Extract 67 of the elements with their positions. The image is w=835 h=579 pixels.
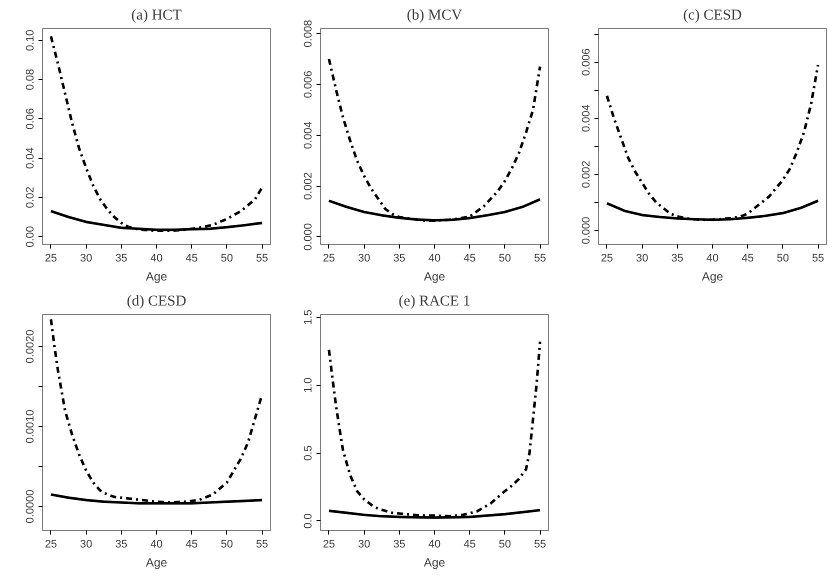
x-tick-label: 40	[428, 538, 441, 550]
y-tick-label: 0.006	[580, 48, 592, 76]
x-tick-label: 35	[393, 252, 406, 264]
x-tick-label: 55	[534, 538, 546, 550]
y-tick-label: 0.000	[580, 216, 592, 244]
x-tick-label: 35	[115, 538, 128, 550]
y-tick-label: 0.5	[302, 445, 314, 461]
x-tick-label: 45	[186, 538, 198, 550]
x-tick-label: 45	[186, 252, 198, 264]
y-tick-label: 0.10	[24, 30, 36, 51]
x-tick-label: 25	[322, 252, 336, 264]
y-tick-label: 0.006	[302, 70, 314, 98]
y-tick-label: 0.002	[580, 160, 592, 188]
y-tick-label: 0.000	[302, 223, 314, 251]
x-axis-title: Age	[702, 270, 724, 284]
y-tick-label: 0.00	[24, 226, 36, 248]
y-tick-label: 0.008	[302, 20, 314, 48]
x-axis-title: Age	[146, 270, 168, 284]
y-tick-label: 1.0	[302, 377, 314, 393]
x-tick-label: 45	[464, 538, 476, 550]
y-tick-label: 0.08	[24, 68, 36, 90]
y-tick-label: 0.0	[302, 513, 314, 529]
x-tick-label: 25	[44, 252, 58, 264]
x-axis-title: Age	[424, 270, 446, 284]
y-tick-label: 0.004	[580, 104, 592, 132]
y-tick-label: 0.004	[302, 121, 314, 149]
y-tick-label: 0.06	[24, 108, 36, 130]
x-tick-label: 25	[322, 538, 336, 550]
x-tick-label: 40	[428, 252, 441, 264]
x-tick-label: 35	[671, 252, 684, 264]
x-tick-label: 30	[636, 252, 648, 264]
x-tick-label: 40	[150, 538, 163, 550]
x-tick-label: 50	[220, 252, 234, 264]
x-tick-label: 25	[600, 252, 614, 264]
x-tick-label: 40	[706, 252, 719, 264]
y-tick-label: 0.0020	[24, 330, 36, 364]
x-tick-label: 35	[393, 538, 406, 550]
x-tick-label: 50	[220, 538, 234, 550]
x-tick-label: 50	[498, 252, 512, 264]
y-tick-label: 0.0010	[24, 410, 36, 444]
x-tick-label: 45	[464, 252, 476, 264]
x-tick-label: 55	[256, 252, 268, 264]
x-tick-label: 55	[256, 538, 268, 550]
x-tick-label: 50	[498, 538, 512, 550]
x-tick-label: 30	[358, 252, 370, 264]
x-tick-label: 30	[80, 252, 92, 264]
chart-title: (e) RACE 1	[398, 294, 470, 310]
x-tick-label: 55	[534, 252, 546, 264]
x-tick-label: 25	[44, 538, 58, 550]
x-axis-title: Age	[146, 556, 168, 570]
chart-title: (a) HCT	[131, 8, 182, 24]
y-tick-label: 0.002	[302, 172, 314, 200]
x-axis-title: Age	[424, 556, 446, 570]
chart-title: (c) CESD	[683, 8, 742, 24]
chart-title: (b) MCV	[406, 8, 462, 24]
x-tick-label: 45	[742, 252, 754, 264]
y-tick-label: 1.5	[302, 310, 314, 325]
y-tick-label: 0.02	[24, 186, 36, 208]
x-tick-label: 50	[776, 252, 790, 264]
chart-title: (d) CESD	[126, 294, 186, 310]
y-tick-label: 0.04	[24, 147, 36, 169]
x-tick-label: 55	[812, 252, 824, 264]
x-tick-label: 30	[80, 538, 92, 550]
y-tick-label: 0.0000	[24, 490, 36, 524]
x-tick-label: 40	[150, 252, 163, 264]
x-tick-label: 35	[115, 252, 128, 264]
x-tick-label: 30	[358, 538, 370, 550]
